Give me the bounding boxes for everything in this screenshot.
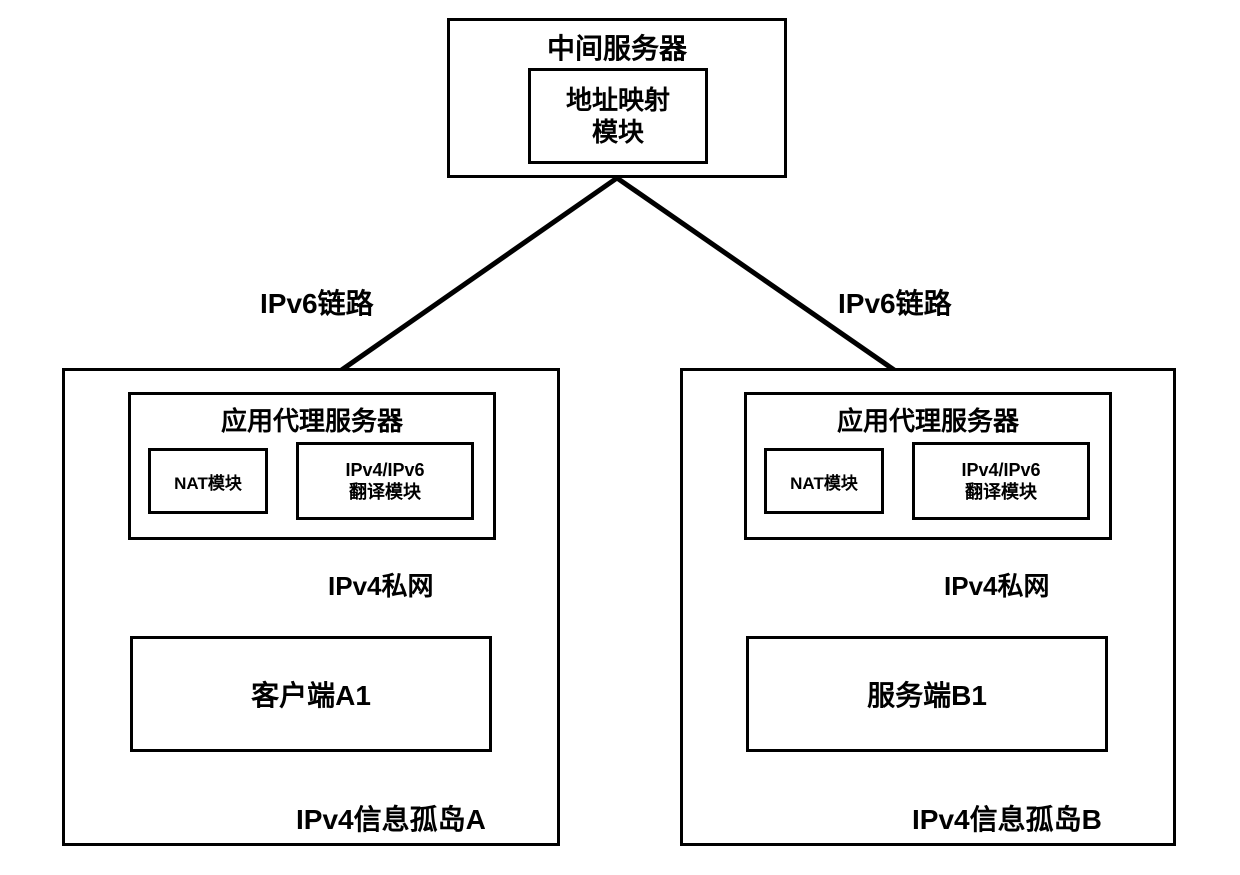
island-a-label: IPv4信息孤岛A — [296, 798, 486, 838]
ipv6-link-label-right: IPv6链路 — [838, 282, 952, 322]
trans-b-line1: IPv4/IPv6 — [961, 459, 1040, 482]
address-mapping-module-line2: 模块 — [592, 116, 644, 149]
trans-a-line1: IPv4/IPv6 — [345, 459, 424, 482]
nat-b-box: NAT模块 — [764, 448, 884, 514]
server-b-box: 服务端B1 — [746, 636, 1108, 752]
client-a-text: 客户端A1 — [251, 674, 371, 714]
trans-b-line2: 翻译模块 — [965, 481, 1037, 504]
ipv4-private-label-b: IPv4私网 — [944, 566, 1050, 603]
nat-a-text: NAT模块 — [174, 469, 242, 494]
server-b-text: 服务端B1 — [867, 674, 987, 714]
trans-a-line2: 翻译模块 — [349, 481, 421, 504]
address-mapping-module-box: 地址映射 模块 — [528, 68, 708, 164]
proxy-b-title: 应用代理服务器 — [837, 401, 1019, 438]
proxy-a-title: 应用代理服务器 — [221, 401, 403, 438]
ipv6-link-label-left: IPv6链路 — [260, 282, 374, 322]
trans-a-box: IPv4/IPv6 翻译模块 — [296, 442, 474, 520]
client-a-box: 客户端A1 — [130, 636, 492, 752]
trans-b-box: IPv4/IPv6 翻译模块 — [912, 442, 1090, 520]
middle-server-title: 中间服务器 — [547, 27, 687, 67]
island-b-label: IPv4信息孤岛B — [912, 798, 1102, 838]
address-mapping-module-line1: 地址映射 — [566, 84, 670, 117]
ipv4-private-label-a: IPv4私网 — [328, 566, 434, 603]
nat-a-box: NAT模块 — [148, 448, 268, 514]
nat-b-text: NAT模块 — [790, 469, 858, 494]
